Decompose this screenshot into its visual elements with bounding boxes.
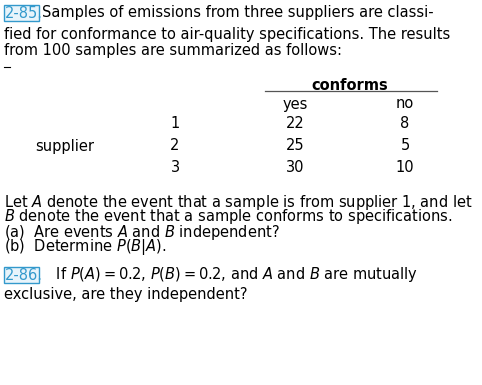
FancyBboxPatch shape (3, 266, 39, 283)
Text: 2-86.: 2-86. (5, 268, 43, 283)
Text: Let $A$ denote the event that a sample is from supplier 1, and let: Let $A$ denote the event that a sample i… (4, 192, 472, 211)
Text: (b)  Determine $P(B|A)$.: (b) Determine $P(B|A)$. (4, 237, 167, 257)
Text: 22: 22 (286, 117, 304, 132)
Text: fied for conformance to air-quality specifications. The results: fied for conformance to air-quality spec… (4, 27, 450, 42)
FancyBboxPatch shape (3, 5, 39, 20)
Text: 5: 5 (401, 139, 410, 154)
Text: 10: 10 (396, 161, 415, 176)
Text: conforms: conforms (312, 77, 388, 92)
Text: 1: 1 (170, 117, 180, 132)
Text: 2: 2 (170, 139, 180, 154)
Text: exclusive, are they independent?: exclusive, are they independent? (4, 288, 247, 303)
Text: yes: yes (282, 97, 308, 112)
Text: 8: 8 (401, 117, 410, 132)
Text: 2-85.: 2-85. (5, 5, 43, 20)
Text: 3: 3 (171, 161, 180, 176)
Text: $B$ denote the event that a sample conforms to specifications.: $B$ denote the event that a sample confo… (4, 208, 453, 226)
Text: If $P(A) = 0.2$, $P(B) = 0.2$, and $A$ and $B$ are mutually: If $P(A) = 0.2$, $P(B) = 0.2$, and $A$ a… (42, 266, 418, 285)
Text: 25: 25 (286, 139, 304, 154)
Text: Samples of emissions from three suppliers are classi-: Samples of emissions from three supplier… (42, 5, 434, 20)
Text: from 100 samples are summarized as follows:: from 100 samples are summarized as follo… (4, 42, 342, 57)
Text: (a)  Are events $A$ and $B$ independent?: (a) Are events $A$ and $B$ independent? (4, 223, 280, 241)
Text: no: no (396, 97, 414, 112)
Text: supplier: supplier (36, 139, 94, 154)
Text: 30: 30 (286, 161, 304, 176)
